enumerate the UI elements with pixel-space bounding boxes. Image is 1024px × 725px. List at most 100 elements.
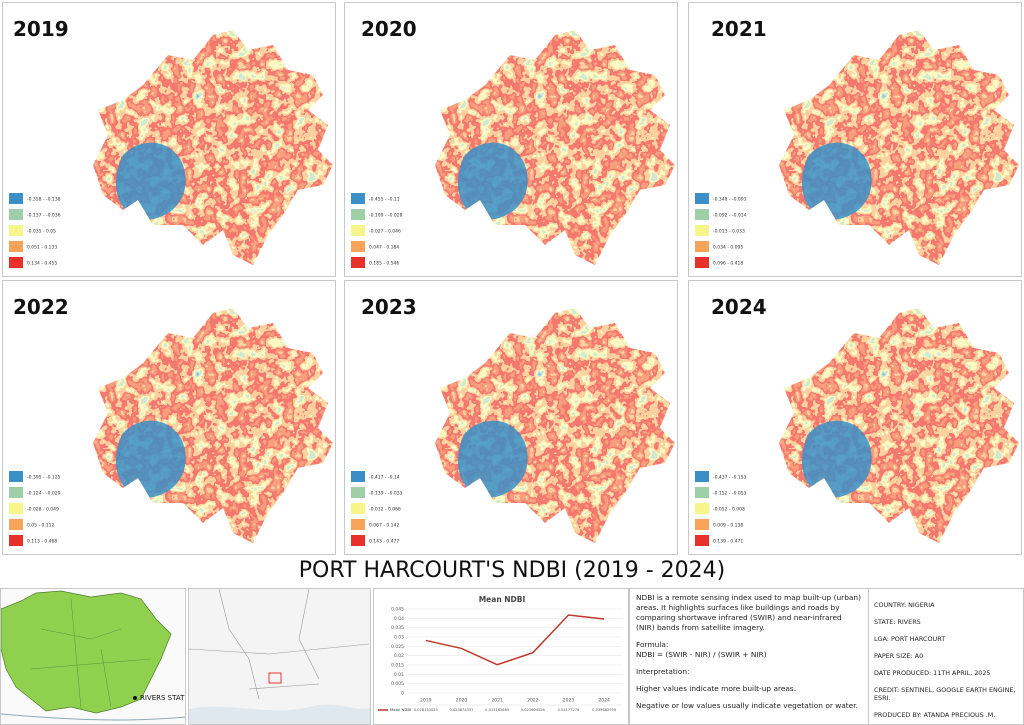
table-value: 0.039662909 — [592, 708, 617, 712]
y-tick-label: 0.03 — [394, 635, 404, 641]
ndbi-raster — [779, 308, 1019, 543]
legend-label: -0.028 - 0.049 — [27, 507, 59, 513]
legend-label: 0.113 - 0.468 — [27, 539, 57, 545]
legend-swatch — [351, 209, 365, 220]
legend-label: -0.417 - -0.14 — [369, 475, 400, 481]
map-svg: -0.437 - -0.153 -0.152 - -0.053 -0.052 - 0… — [695, 308, 1019, 546]
map-panel: -0.358 - -0.138 -0.137 - -0.036 -0.035 - 0… — [2, 2, 336, 277]
legend-label: -0.348 - -0.093 — [713, 197, 747, 203]
legend-swatch — [695, 503, 709, 514]
x-tick-label: 2020 — [456, 698, 468, 704]
chart: Mean NDBI 0 0.005 0.01 0.015 0.02 0.025 0.03 0.… — [376, 595, 622, 712]
ndbi-raster — [93, 30, 333, 265]
x-tick-label: 2023 — [563, 698, 575, 704]
y-tick-label: 0.01 — [394, 672, 404, 678]
legend-swatch — [351, 257, 365, 268]
paragraph: Higher values indicate more built-up are… — [636, 683, 797, 693]
info-line: LGA: PORT HARCOURT — [874, 635, 946, 643]
paragraph: Negative or low values usually indicate … — [636, 700, 858, 710]
legend-swatch — [9, 535, 23, 546]
legend-swatch — [9, 471, 23, 482]
ndbi-raster — [779, 30, 1019, 265]
info-line: PAPER SIZE: A0 — [874, 652, 924, 660]
poster-title: PORT HARCOURT'S NDBI (2019 - 2024) — [298, 558, 726, 583]
legend-swatch — [9, 503, 23, 514]
year-label: 2023 — [361, 295, 417, 319]
map-svg: -0.417 - -0.14 -0.139 - -0.033 -0.032 - 0.… — [351, 308, 675, 546]
legend-swatch — [695, 535, 709, 546]
map-svg: -0.455 - -0.11 -0.109 - -0.028 -0.027 - 0.… — [351, 30, 675, 268]
city-map — [779, 30, 1019, 265]
paragraph: Interpretation: — [636, 666, 690, 676]
legend-label: -0.092 - -0.014 — [713, 213, 747, 219]
table-value: 0.015165685 — [485, 708, 509, 712]
info-line: PRODUCED BY: ATANDA PRECIOUS .M. — [874, 711, 996, 719]
x-tick-label: 2024 — [598, 698, 610, 704]
water — [457, 142, 528, 220]
legend-swatch — [695, 471, 709, 482]
legend-swatch — [9, 519, 23, 530]
nigeria-map: RIVERS STATE — [0, 588, 186, 725]
coastline — [1, 713, 185, 721]
table-value: 0.04177276 — [558, 708, 580, 712]
legend-swatch — [351, 487, 365, 498]
legend-label: -0.052 - 0.008 — [713, 507, 745, 513]
legend-label: -0.455 - -0.11 — [369, 197, 400, 203]
legend-label: -0.358 - -0.138 — [27, 197, 61, 203]
legend-label: 0.047 - 0.184 — [369, 245, 399, 251]
info-line: CREDIT: SENTINEL, GOOGLE EARTH ENGINE, E… — [874, 686, 1016, 702]
rivers-label: RIVERS STATE — [140, 694, 186, 702]
legend-swatch — [9, 225, 23, 236]
paragraph: NDBI is a remote sensing index used to m… — [636, 593, 861, 632]
legend-label: 0.143 - 0.477 — [369, 539, 399, 545]
water — [801, 142, 872, 220]
map-panel: -0.395 - -0.125 -0.124 - -0.029 -0.028 - 0… — [2, 280, 336, 555]
map-panel: -0.417 - -0.14 -0.139 - -0.033 -0.032 - 0.… — [344, 280, 678, 555]
info: COUNTRY: NIGERIA STATE: RIVERS LGA: PORT H… — [868, 588, 1024, 725]
chart-title: Mean NDBI — [479, 595, 526, 604]
water — [801, 420, 872, 498]
y-tick-label: 0.04 — [394, 616, 404, 622]
legend-label: -0.437 - -0.153 — [713, 475, 747, 481]
locator-map — [188, 588, 371, 725]
legend-swatch — [9, 209, 23, 220]
info-line: COUNTRY: NIGERIA — [874, 601, 935, 609]
y-tick-label: 0.035 — [391, 625, 404, 631]
year-label: 2021 — [711, 17, 767, 41]
legend-label: -0.137 - -0.036 — [27, 213, 61, 219]
legend-label: 0.185 - 0.546 — [369, 261, 399, 267]
legend-label: 0.139 - 0.471 — [713, 539, 743, 545]
legend-swatch — [695, 257, 709, 268]
legend-label: -0.109 - -0.028 — [369, 213, 403, 219]
legend-label: 0.067 - 0.142 — [369, 523, 399, 529]
legend-swatch — [351, 241, 365, 252]
map-panel: -0.455 - -0.11 -0.109 - -0.028 -0.027 - 0.… — [344, 2, 678, 277]
ndbi-raster — [435, 30, 675, 265]
legend-swatch — [351, 503, 365, 514]
legend-swatch — [695, 209, 709, 220]
city-map — [435, 30, 675, 265]
year-label: 2019 — [13, 17, 69, 41]
info-line: DATE PRODUCED: 11TH APRIL, 2025 — [874, 669, 991, 677]
locator-svg — [189, 589, 370, 724]
legend-label: -0.139 - -0.033 — [369, 491, 403, 497]
legend-swatch — [351, 193, 365, 204]
description: NDBI is a remote sensing index used to m… — [629, 588, 869, 725]
rivers-marker — [133, 696, 137, 700]
table-value: 0.028150023 — [414, 708, 438, 712]
year-label: 2022 — [13, 295, 69, 319]
legend-label: -0.027 - 0.046 — [369, 229, 401, 235]
legend-swatch — [351, 471, 365, 482]
legend-swatch — [695, 193, 709, 204]
chart-cell: Mean NDBI 0 0.005 0.01 0.015 0.02 0.025 0.03 0.… — [373, 588, 629, 725]
ndbi-raster — [435, 308, 675, 543]
legend-swatch — [695, 225, 709, 236]
legend-swatch — [695, 241, 709, 252]
x-tick-label: 2022 — [527, 698, 539, 704]
y-tick-label: 0.005 — [391, 681, 404, 687]
map-panel: -0.437 - -0.153 -0.152 - -0.053 -0.052 - 0… — [688, 280, 1022, 555]
legend-swatch — [9, 241, 23, 252]
map-panel: -0.348 - -0.093 -0.092 - -0.014 -0.013 - 0… — [688, 2, 1022, 277]
legend-swatch — [351, 535, 365, 546]
info-line: STATE: RIVERS — [874, 618, 921, 626]
